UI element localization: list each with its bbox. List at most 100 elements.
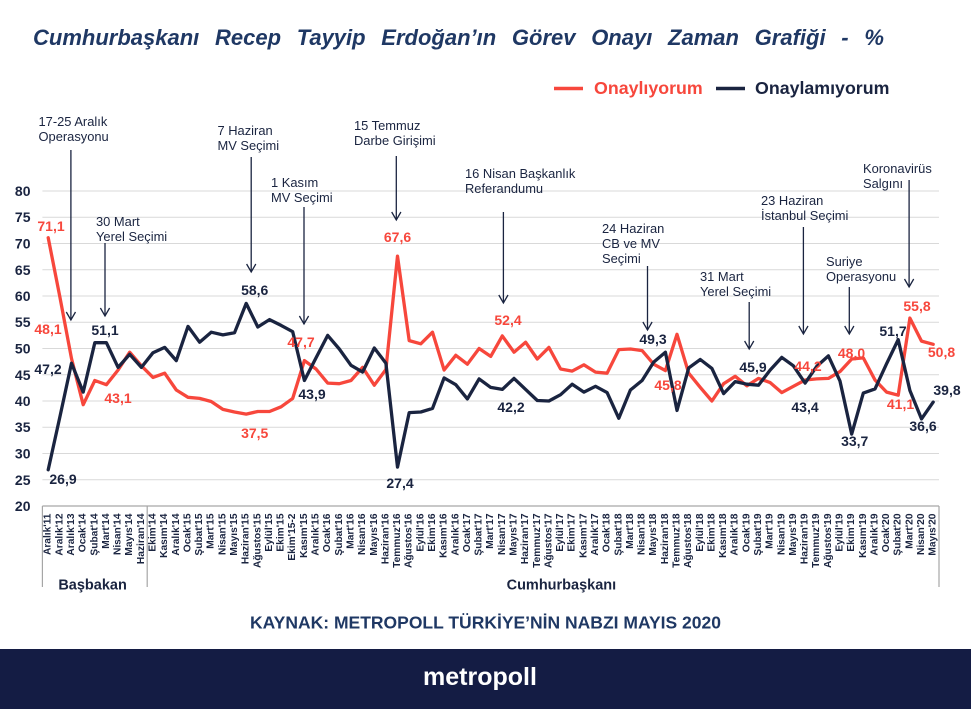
svg-text:Yerel Seçimi: Yerel Seçimi bbox=[700, 284, 771, 299]
svg-text:43,9: 43,9 bbox=[298, 386, 325, 402]
svg-text:37,5: 37,5 bbox=[241, 425, 268, 441]
svg-text:Ekim'14: Ekim'14 bbox=[148, 513, 159, 551]
svg-text:Kasım'19: Kasım'19 bbox=[858, 513, 869, 558]
svg-text:50: 50 bbox=[15, 341, 31, 357]
svg-text:Ağustos'15: Ağustos'15 bbox=[252, 513, 263, 568]
svg-text:23 Haziran: 23 Haziran bbox=[761, 193, 823, 208]
svg-text:39,8: 39,8 bbox=[933, 382, 960, 398]
svg-text:Ocak'16: Ocak'16 bbox=[322, 513, 333, 552]
svg-text:Ağustos'16: Ağustos'16 bbox=[404, 513, 415, 568]
svg-text:26,9: 26,9 bbox=[49, 471, 76, 487]
svg-text:Haziran'17: Haziran'17 bbox=[520, 513, 531, 564]
svg-text:Eylül'18: Eylül'18 bbox=[695, 513, 706, 551]
svg-text:Eylül'17: Eylül'17 bbox=[555, 513, 566, 551]
svg-text:Mayıs'18: Mayıs'18 bbox=[648, 513, 659, 555]
svg-text:Aralık'19: Aralık'19 bbox=[870, 513, 881, 555]
svg-text:Ekim'19: Ekim'19 bbox=[846, 513, 857, 551]
svg-text:Haziran'14: Haziran'14 bbox=[136, 513, 147, 564]
svg-text:Ocak'15: Ocak'15 bbox=[183, 513, 194, 552]
svg-text:44,2: 44,2 bbox=[794, 358, 821, 374]
svg-text:Mart'18: Mart'18 bbox=[625, 513, 636, 549]
svg-text:Nisan'20: Nisan'20 bbox=[916, 513, 927, 555]
svg-text:Ocak'19: Ocak'19 bbox=[741, 513, 752, 552]
svg-text:7 Haziran: 7 Haziran bbox=[218, 123, 273, 138]
svg-text:71,1: 71,1 bbox=[37, 218, 64, 234]
svg-text:67,6: 67,6 bbox=[384, 229, 411, 245]
svg-text:52,4: 52,4 bbox=[494, 312, 521, 328]
svg-text:Onaylamıyorum: Onaylamıyorum bbox=[755, 78, 889, 98]
svg-text:Başbakan: Başbakan bbox=[58, 578, 127, 594]
svg-text:Mart'20: Mart'20 bbox=[904, 513, 915, 549]
svg-text:Şubat'15: Şubat'15 bbox=[194, 513, 205, 555]
svg-text:49,3: 49,3 bbox=[639, 331, 666, 347]
svg-text:40: 40 bbox=[15, 393, 31, 409]
svg-text:50,8: 50,8 bbox=[928, 344, 955, 360]
svg-text:16 Nisan Başkanlık: 16 Nisan Başkanlık bbox=[465, 166, 576, 181]
svg-text:20: 20 bbox=[15, 498, 31, 514]
svg-text:58,6: 58,6 bbox=[241, 282, 268, 298]
svg-text:70: 70 bbox=[15, 236, 31, 252]
svg-text:Mayıs'20: Mayıs'20 bbox=[928, 513, 939, 555]
svg-text:Mart'19: Mart'19 bbox=[765, 513, 776, 549]
svg-text:KAYNAK: METROPOLL TÜRKİYE’NİN: KAYNAK: METROPOLL TÜRKİYE’NİN NABZI MAYI… bbox=[250, 613, 721, 633]
svg-text:Operasyonu: Operasyonu bbox=[39, 129, 109, 144]
svg-text:Haziran'15: Haziran'15 bbox=[241, 513, 252, 564]
svg-text:Kasım'15: Kasım'15 bbox=[299, 513, 310, 558]
svg-text:Aralık'13: Aralık'13 bbox=[66, 513, 77, 555]
svg-text:Ocak'17: Ocak'17 bbox=[462, 513, 473, 552]
svg-text:Temmuz'19: Temmuz'19 bbox=[811, 513, 822, 568]
svg-text:1 Kasım: 1 Kasım bbox=[271, 175, 318, 190]
svg-text:Ocak'14: Ocak'14 bbox=[78, 513, 89, 552]
svg-text:35: 35 bbox=[15, 419, 31, 435]
svg-text:Eylül'19: Eylül'19 bbox=[835, 513, 846, 551]
svg-text:Mart'17: Mart'17 bbox=[485, 513, 496, 549]
svg-text:Aralık'15: Aralık'15 bbox=[311, 513, 322, 555]
svg-text:15 Temmuz: 15 Temmuz bbox=[354, 118, 420, 133]
svg-text:Haziran'19: Haziran'19 bbox=[800, 513, 811, 564]
svg-text:Kasım'18: Kasım'18 bbox=[718, 513, 729, 558]
svg-text:Operasyonu: Operasyonu bbox=[826, 269, 896, 284]
svg-text:Salgını: Salgını bbox=[863, 176, 903, 191]
svg-text:Haziran'16: Haziran'16 bbox=[380, 513, 391, 564]
svg-text:60: 60 bbox=[15, 288, 31, 304]
svg-text:Eylül'15: Eylül'15 bbox=[264, 513, 275, 551]
svg-text:Kasım'16: Kasım'16 bbox=[439, 513, 450, 558]
svg-text:42,2: 42,2 bbox=[497, 399, 524, 415]
svg-text:Mayıs'14: Mayıs'14 bbox=[124, 513, 135, 555]
svg-text:Kasım'14: Kasım'14 bbox=[159, 513, 170, 558]
svg-text:Aralık'11: Aralık'11 bbox=[43, 513, 54, 555]
svg-text:Temmuz'16: Temmuz'16 bbox=[392, 513, 403, 568]
svg-text:Cumhurbaşkanı: Cumhurbaşkanı bbox=[507, 578, 617, 594]
svg-text:Şubat'18: Şubat'18 bbox=[613, 513, 624, 555]
svg-text:65: 65 bbox=[15, 262, 31, 278]
svg-text:Nisan'16: Nisan'16 bbox=[357, 513, 368, 555]
svg-text:Nisan'15: Nisan'15 bbox=[217, 513, 228, 555]
svg-text:45,9: 45,9 bbox=[739, 359, 766, 375]
svg-text:Mart'15: Mart'15 bbox=[206, 513, 217, 549]
svg-text:Mayıs'15: Mayıs'15 bbox=[229, 513, 240, 555]
svg-text:55,8: 55,8 bbox=[903, 298, 930, 314]
svg-text:metropoll: metropoll bbox=[423, 663, 537, 691]
svg-text:İstanbul Seçimi: İstanbul Seçimi bbox=[761, 208, 848, 223]
svg-text:Mayıs'19: Mayıs'19 bbox=[788, 513, 799, 555]
svg-text:Temmuz'18: Temmuz'18 bbox=[672, 513, 683, 568]
svg-text:55: 55 bbox=[15, 314, 31, 330]
svg-text:48,1: 48,1 bbox=[34, 321, 61, 337]
svg-text:27,4: 27,4 bbox=[386, 475, 413, 491]
svg-text:Onaylıyorum: Onaylıyorum bbox=[594, 78, 703, 98]
svg-text:Cumhurbaşkanı Recep Tayyip Erd: Cumhurbaşkanı Recep Tayyip Erdoğan’ın Gö… bbox=[33, 25, 884, 50]
svg-text:Aralık'16: Aralık'16 bbox=[450, 513, 461, 555]
svg-text:Ekim'16: Ekim'16 bbox=[427, 513, 438, 551]
svg-text:Temmuz'17: Temmuz'17 bbox=[532, 513, 543, 568]
svg-text:Aralık'12: Aralık'12 bbox=[54, 513, 65, 555]
svg-text:30: 30 bbox=[15, 446, 31, 462]
svg-text:Ekim'17: Ekim'17 bbox=[567, 513, 578, 551]
svg-text:Şubat'14: Şubat'14 bbox=[89, 513, 100, 555]
svg-text:Ocak'20: Ocak'20 bbox=[881, 513, 892, 552]
svg-text:Ağustos'17: Ağustos'17 bbox=[543, 513, 554, 568]
svg-text:45: 45 bbox=[15, 367, 31, 383]
svg-text:75: 75 bbox=[15, 209, 31, 225]
svg-text:31 Mart: 31 Mart bbox=[700, 269, 744, 284]
svg-text:43,1: 43,1 bbox=[104, 390, 131, 406]
svg-text:Şubat'17: Şubat'17 bbox=[474, 513, 485, 555]
